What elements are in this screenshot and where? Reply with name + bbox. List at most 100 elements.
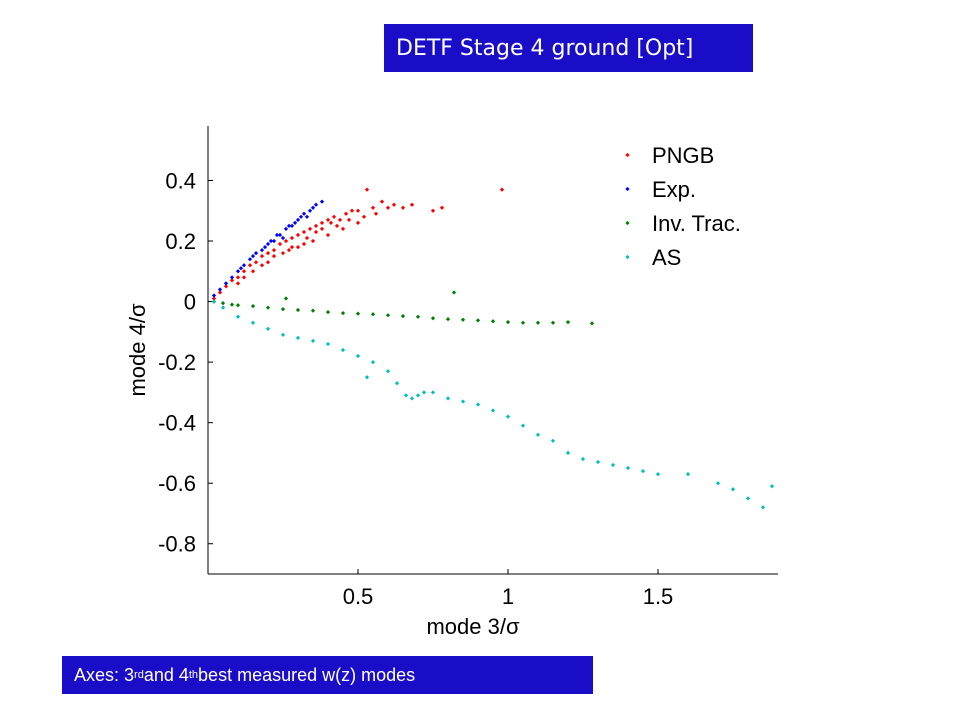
data-point — [331, 214, 337, 219]
data-point — [520, 423, 526, 428]
y-tick-label: -0.2 — [158, 350, 196, 375]
chart-points — [211, 187, 775, 510]
legend-marker — [625, 186, 630, 192]
data-point — [229, 275, 235, 280]
data-point — [715, 481, 721, 486]
data-point — [370, 205, 376, 210]
data-point — [235, 275, 241, 280]
data-point — [475, 318, 481, 323]
data-point — [259, 254, 265, 259]
data-point — [265, 305, 271, 310]
data-point — [328, 220, 334, 225]
data-point — [334, 223, 340, 229]
data-point — [235, 314, 241, 319]
data-point — [271, 254, 277, 259]
data-point — [259, 263, 265, 268]
data-point — [475, 402, 481, 407]
data-point — [373, 211, 379, 216]
data-point — [340, 347, 346, 353]
data-point — [400, 313, 406, 319]
data-point — [370, 312, 376, 317]
y-tick-label: -0.6 — [158, 471, 196, 496]
legend-marker — [625, 220, 630, 226]
data-point — [295, 307, 301, 313]
data-point — [259, 247, 265, 253]
data-point — [415, 314, 421, 319]
data-point — [310, 238, 316, 244]
data-point — [280, 235, 286, 241]
data-point — [307, 208, 313, 213]
data-point — [238, 266, 244, 271]
data-point — [220, 305, 226, 310]
data-point — [268, 238, 274, 244]
data-point — [394, 381, 400, 386]
y-tick-label: -0.4 — [158, 411, 196, 436]
data-point — [295, 217, 301, 222]
data-point — [301, 229, 307, 235]
data-point — [292, 220, 298, 225]
data-point — [229, 278, 235, 283]
data-point — [304, 214, 310, 219]
data-point — [349, 208, 355, 213]
data-point — [277, 241, 283, 247]
data-point — [346, 217, 352, 222]
data-point — [265, 241, 271, 247]
data-point — [295, 232, 301, 238]
data-point — [277, 232, 283, 238]
data-point — [241, 275, 247, 280]
data-point — [625, 465, 631, 471]
footer-sup-rd: rd — [134, 669, 144, 681]
data-point — [286, 223, 292, 229]
data-point — [325, 310, 331, 315]
data-point — [325, 341, 331, 347]
data-point — [379, 199, 385, 204]
legend-marker — [625, 254, 630, 260]
data-point — [247, 263, 253, 268]
data-point — [280, 251, 286, 256]
data-point — [340, 226, 346, 232]
data-point — [403, 393, 409, 398]
data-point — [340, 310, 346, 316]
data-point — [262, 244, 268, 250]
data-point — [253, 251, 259, 256]
data-point — [241, 269, 247, 274]
data-point — [265, 260, 271, 265]
data-point — [499, 187, 505, 192]
data-point — [589, 321, 595, 326]
data-point — [211, 293, 217, 298]
data-point — [439, 205, 445, 210]
data-point — [319, 220, 325, 225]
data-point — [283, 296, 289, 301]
chart-legend: PNGB Exp. Inv. Trac. AS — [625, 143, 741, 270]
footer-sup-th: th — [188, 669, 199, 681]
data-point — [535, 320, 541, 325]
data-point — [280, 307, 286, 312]
data-point — [385, 313, 391, 318]
data-point — [415, 393, 421, 398]
data-point — [430, 208, 436, 213]
legend-label: Inv. Trac. — [652, 211, 741, 236]
data-point — [445, 396, 451, 401]
x-tick-label: 1 — [502, 584, 514, 609]
legend-label: PNGB — [652, 143, 714, 168]
data-point — [451, 290, 457, 295]
data-point — [304, 235, 310, 241]
data-point — [217, 290, 223, 295]
data-point — [370, 359, 376, 365]
data-point — [364, 375, 370, 380]
legend-marker — [625, 152, 630, 158]
data-point — [313, 229, 319, 235]
data-point — [580, 456, 586, 462]
y-tick-label: 0 — [184, 290, 196, 315]
data-point — [337, 217, 343, 222]
data-point — [550, 438, 556, 443]
x-tick-label: 0.5 — [343, 584, 374, 609]
data-point — [307, 226, 313, 232]
data-point — [565, 320, 571, 325]
data-point — [595, 459, 601, 465]
footer-suffix: best measured w(z) modes — [198, 664, 416, 685]
data-point — [280, 332, 286, 337]
data-point — [235, 303, 241, 308]
data-point — [445, 317, 451, 322]
data-point — [745, 496, 751, 501]
